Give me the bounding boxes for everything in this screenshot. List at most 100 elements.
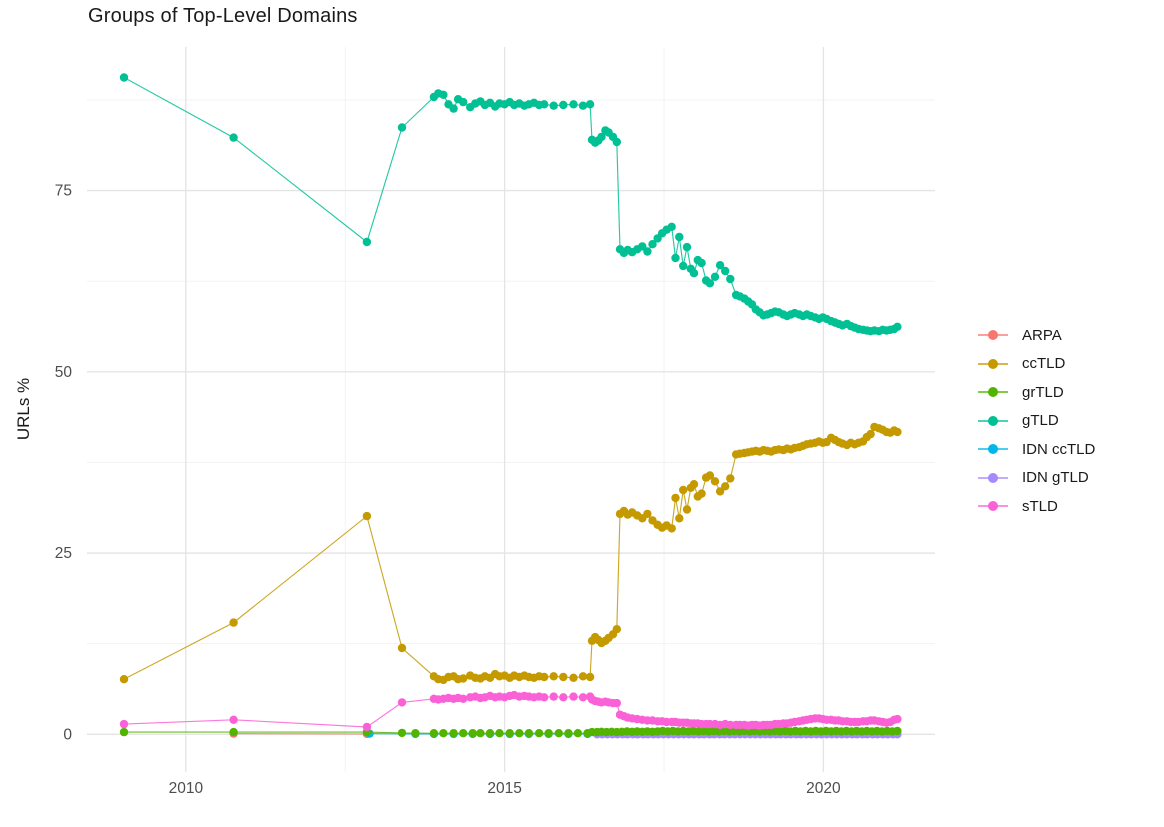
legend-key-icon [978,415,1008,426]
x-tick-label: 2020 [806,780,841,797]
data-point [549,101,558,110]
data-point [710,477,720,486]
data-point [643,247,652,256]
data-point [721,482,730,491]
data-point [578,693,588,702]
legend-item-arpa: ARPA [978,321,1095,350]
data-point [397,123,407,132]
data-point [540,672,549,682]
data-point [459,674,468,683]
legend-key-icon [978,330,1008,341]
data-point [559,672,568,682]
data-point [585,100,595,109]
legend-key-icon [978,472,1008,483]
data-point [569,100,578,109]
data-point [585,672,595,682]
x-tick-label: 2015 [487,780,521,797]
data-point [524,729,534,738]
y-tick-label: 0 [63,726,72,743]
data-point [229,618,238,627]
data-point [715,261,725,270]
data-point [578,672,588,681]
legend-label: ccTLD [1022,355,1066,373]
data-point [119,719,129,729]
series-line [123,76,898,332]
data-point [397,728,407,738]
legend-label: gTLD [1022,412,1059,430]
data-point [679,261,688,271]
data-point [449,104,458,113]
data-point [429,729,439,738]
data-point [515,729,524,738]
data-point [449,729,458,738]
y-tick-label: 50 [55,364,73,381]
data-point [549,692,558,701]
data-point [612,698,621,708]
data-point [540,100,549,109]
series-gtld [119,73,902,336]
data-point [559,693,568,702]
data-point [705,471,715,480]
legend-label: sTLD [1022,497,1058,515]
data-point [229,715,238,724]
data-point [715,487,725,496]
legend-item-idn-cctld: IDN ccTLD [978,435,1095,464]
data-point [643,509,652,519]
data-point [682,242,692,252]
data-point [671,253,680,263]
data-point [362,722,372,732]
y-tick-label: 75 [55,183,72,200]
data-point [505,729,514,738]
legend-item-stld: sTLD [978,492,1095,521]
data-point [397,643,407,653]
data-point [476,729,485,738]
legend-label: ARPA [1022,326,1062,344]
data-point [893,726,902,736]
data-point [638,242,647,251]
data-point [597,132,606,142]
data-point [682,505,692,514]
legend-label: IDN ccTLD [1022,440,1096,458]
data-point [229,133,238,142]
data-point [459,97,468,107]
data-point [671,493,680,503]
x-tick-label: 2010 [169,780,204,797]
series-grtld [119,726,902,738]
data-point [362,237,372,247]
legend-item-idn-gtld: IDN gTLD [978,464,1095,493]
data-point [679,485,688,495]
data-point [726,474,735,483]
series-stld [119,690,902,732]
data-point [569,673,578,682]
data-point [726,720,735,730]
data-point [893,714,902,724]
data-point [612,137,621,147]
data-point [573,729,583,738]
y-axis-tick-labels: 0 25 50 75 [55,183,73,744]
legend-key-icon [978,444,1008,455]
legend-key-icon [978,358,1008,369]
gridlines-minor [87,47,935,772]
data-point [564,729,573,738]
data-point [578,101,588,110]
data-point [689,269,699,278]
legend-label: IDN gTLD [1022,469,1089,487]
data-point [554,729,563,738]
data-point [544,729,553,738]
y-tick-label: 25 [55,545,72,562]
data-point [667,222,676,231]
series-arpa [229,729,372,739]
data-point [549,672,558,681]
data-point [612,625,621,634]
data-point [397,698,407,707]
data-point [689,480,699,489]
data-point [721,266,730,276]
data-point [229,727,238,737]
data-point [119,675,129,684]
gridlines-major [87,47,935,772]
data-point [119,73,129,82]
legend-item-gtld: gTLD [978,407,1095,436]
series-cctld [119,422,902,685]
x-axis-tick-labels: 2010 2015 2020 [169,780,841,797]
